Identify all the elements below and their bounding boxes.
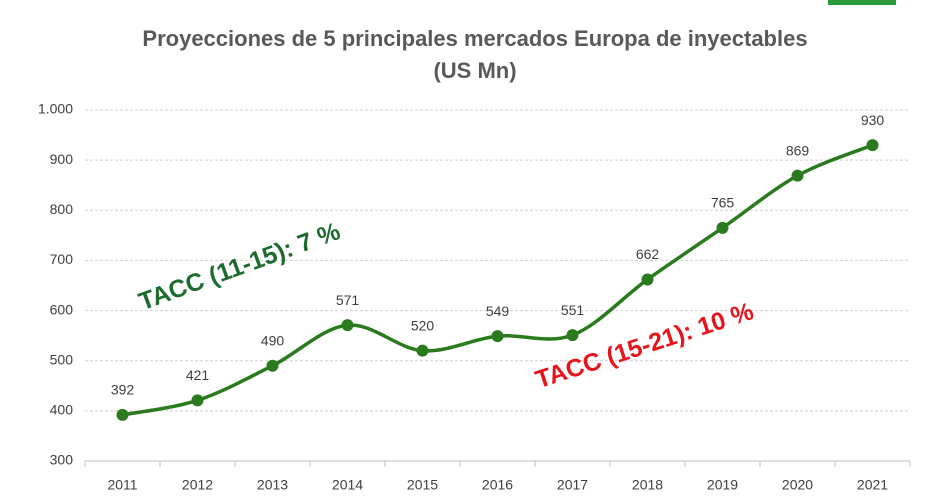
y-tick-label: 600 <box>50 301 74 317</box>
header-accent <box>828 0 896 5</box>
data-point <box>491 330 504 343</box>
x-tick-label: 2018 <box>632 477 663 493</box>
data-point <box>191 394 204 407</box>
data-point <box>866 139 879 152</box>
x-tick-label: 2017 <box>557 477 588 493</box>
data-point <box>416 344 429 357</box>
x-tick-label: 2014 <box>332 477 363 493</box>
data-label: 421 <box>186 367 210 383</box>
data-point <box>791 169 804 182</box>
x-tick-label: 2020 <box>782 477 813 493</box>
data-point <box>266 359 279 372</box>
data-label: 392 <box>111 382 135 398</box>
x-tick-label: 2011 <box>107 477 137 493</box>
y-tick-label: 500 <box>50 351 74 367</box>
data-point <box>341 319 354 332</box>
chart-subtitle: (US Mn) <box>433 58 516 83</box>
data-label: 662 <box>636 246 660 262</box>
y-tick-label: 300 <box>50 452 74 468</box>
y-tick-label: 900 <box>50 151 74 167</box>
y-tick-label: 1.000 <box>38 101 73 117</box>
data-point <box>116 408 129 421</box>
data-point <box>716 221 729 234</box>
data-label: 490 <box>261 332 285 348</box>
data-point <box>641 273 654 286</box>
data-label: 549 <box>486 303 510 319</box>
chart-title: Proyecciones de 5 principales mercados E… <box>142 26 807 51</box>
x-tick-label: 2021 <box>857 477 888 493</box>
data-label: 765 <box>711 195 735 211</box>
y-tick-label: 400 <box>50 402 74 418</box>
data-point <box>566 329 579 342</box>
data-label: 930 <box>861 112 885 128</box>
x-tick-label: 2015 <box>407 477 438 493</box>
data-label: 520 <box>411 317 435 333</box>
data-label: 571 <box>336 292 360 308</box>
x-tick-label: 2012 <box>182 477 213 493</box>
data-label: 551 <box>561 302 585 318</box>
x-tick-label: 2013 <box>257 477 288 493</box>
data-label: 869 <box>786 142 810 158</box>
y-tick-label: 800 <box>50 201 74 217</box>
y-tick-label: 700 <box>50 251 74 267</box>
x-tick-label: 2016 <box>482 477 513 493</box>
x-tick-label: 2019 <box>707 477 738 493</box>
annotation: TACC (11-15): 7 % <box>135 217 344 316</box>
